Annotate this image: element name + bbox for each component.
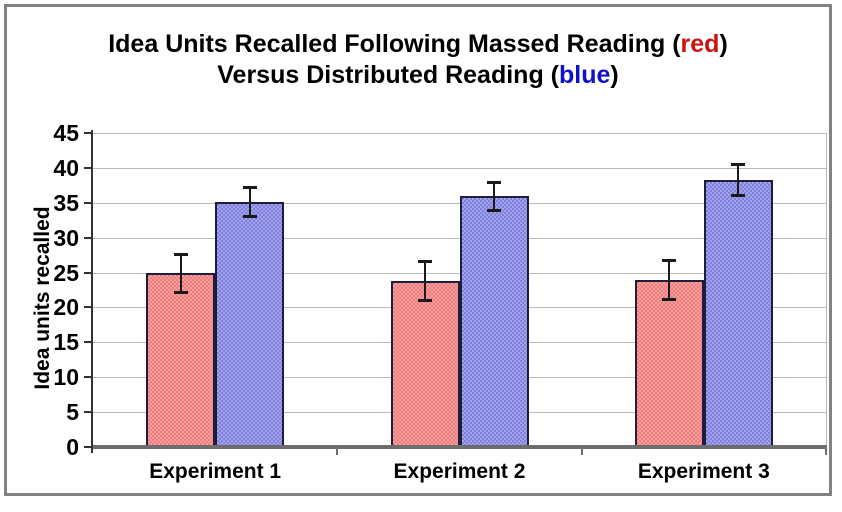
y-tick-label-5: 5 <box>66 399 79 426</box>
y-tick <box>84 376 93 379</box>
y-tick <box>84 236 93 239</box>
x-tick <box>336 449 339 455</box>
error-bar-line <box>248 186 251 218</box>
y-tick-label-25: 25 <box>53 259 79 286</box>
y-tick-label-45: 45 <box>53 120 79 146</box>
x-tick <box>825 449 827 455</box>
error-bar-line <box>493 181 495 212</box>
gridline <box>93 133 826 134</box>
error-bar-cap-bottom <box>731 194 746 198</box>
bar-massed-reading-1 <box>146 273 216 447</box>
error-bar-cap-top <box>487 180 501 184</box>
title-legend-word: red <box>680 30 720 58</box>
error-bar-cap-bottom <box>487 209 501 213</box>
title-text-part: ) <box>719 30 728 58</box>
bar-distributed-reading-1 <box>215 202 285 447</box>
y-tick-label-10: 10 <box>53 364 79 391</box>
y-tick-label-0: 0 <box>66 434 79 460</box>
y-tick-label-20: 20 <box>53 294 79 321</box>
x-category-label-3: Experiment 3 <box>637 460 770 483</box>
y-tick <box>84 446 93 448</box>
x-axis-line <box>93 445 827 449</box>
bar-distributed-reading-3 <box>703 180 773 447</box>
error-bar-line <box>424 260 426 302</box>
plot-right-border <box>826 133 827 447</box>
error-bar-cap-top <box>173 252 188 256</box>
error-bar-cap-bottom <box>418 299 432 303</box>
y-tick-label-30: 30 <box>53 224 79 251</box>
chart-title: Idea Units Recalled Following Massed Rea… <box>7 29 829 91</box>
x-category-label-2: Experiment 2 <box>393 460 526 483</box>
error-bar-cap-top <box>731 163 746 167</box>
y-axis-line <box>91 130 93 453</box>
y-tick-label-35: 35 <box>53 189 79 216</box>
y-tick <box>84 201 93 204</box>
title-text-part: Versus Distributed Reading ( <box>217 61 559 89</box>
chart-frame: Idea Units Recalled Following Massed Rea… <box>4 4 832 496</box>
title-text-part: ) <box>610 61 619 89</box>
error-bar-cap-top <box>242 185 257 189</box>
x-category-label-1: Experiment 1 <box>149 460 282 483</box>
y-tick <box>84 132 93 134</box>
x-tick <box>580 449 583 455</box>
y-tick <box>84 306 93 309</box>
gridline <box>93 167 826 169</box>
y-tick <box>84 166 93 169</box>
bar-massed-reading-3 <box>634 280 704 447</box>
error-bar-line <box>737 164 740 197</box>
chart-title-line-1: Idea Units Recalled Following Massed Rea… <box>7 29 829 60</box>
bar-massed-reading-2 <box>390 280 460 447</box>
error-bar-line <box>668 259 671 301</box>
error-bar-cap-bottom <box>242 215 257 219</box>
error-bar-cap-bottom <box>662 298 677 302</box>
bar-distributed-reading-2 <box>459 196 529 447</box>
title-text-part: Idea Units Recalled Following Massed Rea… <box>108 30 681 58</box>
chart-title-line-2: Versus Distributed Reading (blue) <box>7 60 829 91</box>
y-tick-label-15: 15 <box>53 329 79 356</box>
error-bar-cap-top <box>662 258 677 262</box>
y-tick <box>84 271 93 274</box>
title-legend-word: blue <box>559 61 611 89</box>
error-bar-line <box>179 253 182 293</box>
error-bar-cap-bottom <box>173 290 188 294</box>
error-bar-cap-top <box>418 259 432 263</box>
y-tick <box>84 341 93 344</box>
y-tick <box>84 411 93 414</box>
y-tick-label-40: 40 <box>53 154 79 181</box>
